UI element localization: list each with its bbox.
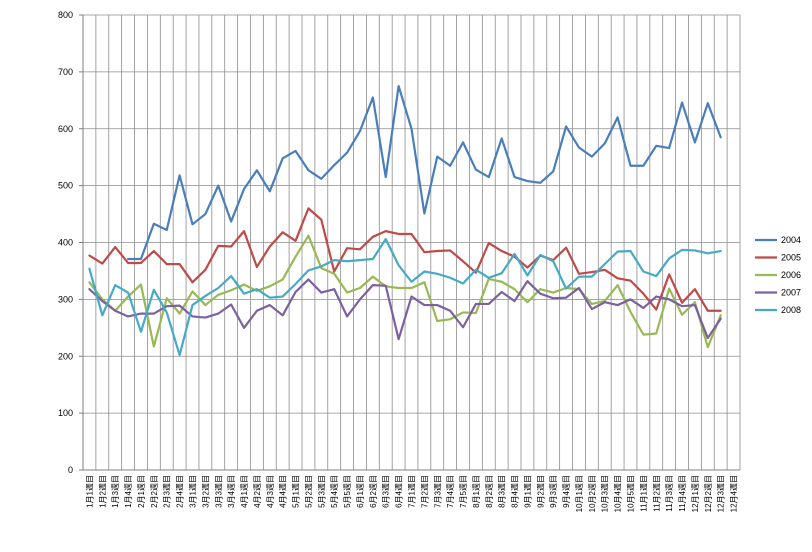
series-line-2006: [88, 234, 722, 349]
x-tick-label: 10月3週目: [601, 475, 610, 512]
x-tick-label: 1月4週目: [124, 475, 133, 508]
x-tick-label: 4月3週目: [266, 475, 275, 508]
y-tick-label: 100: [58, 408, 73, 418]
x-tick-label: 5月5週目: [343, 475, 352, 508]
x-tick-label: 3月2週目: [201, 475, 210, 508]
x-tick-label: 11月2週目: [652, 475, 661, 512]
x-tick-label: 2月3週目: [163, 475, 172, 508]
legend-label-2008: 2008: [781, 305, 801, 315]
series-line-2007: [88, 278, 722, 341]
y-tick-label: 600: [58, 124, 73, 134]
x-tick-label: 12月3週目: [717, 475, 726, 512]
x-tick-label: 7月3週目: [433, 475, 442, 508]
x-tick-label: 8月4週目: [511, 475, 520, 508]
legend: 2004 2005 2006 2007 2008: [755, 235, 801, 315]
legend-label-2006: 2006: [781, 270, 801, 280]
y-tick-label: 200: [58, 351, 73, 361]
x-tick-label: 4月1週目: [240, 475, 249, 508]
x-tick-label: 9月1週目: [523, 475, 532, 508]
y-tick-label: 500: [58, 181, 73, 191]
x-tick-label: 7月5週目: [459, 475, 468, 508]
x-tick-label: 2月2週目: [150, 475, 159, 508]
x-tick-label: 5月4週目: [330, 475, 339, 508]
x-tick-label: 6月3週目: [382, 475, 391, 508]
x-tick-label: 8月2週目: [485, 475, 494, 508]
y-tick-labels: 0 100 200 300 400 500 600 700 800: [58, 10, 73, 475]
x-tick-label: 3月4週目: [227, 475, 236, 508]
axes: [79, 14, 740, 471]
x-tick-label: 1月3週目: [111, 475, 120, 508]
y-tick-label: 300: [58, 294, 73, 304]
x-tick-label: 1月2週目: [98, 475, 107, 508]
legend-label-2004: 2004: [781, 235, 801, 245]
y-tick-label: 0: [68, 465, 73, 475]
y-tick-label: 700: [58, 67, 73, 77]
x-tick-label: 11月3週目: [665, 475, 674, 512]
x-tick-label: 2月1週目: [137, 475, 146, 508]
x-tick-label: 4月4週目: [279, 475, 288, 508]
legend-label-2005: 2005: [781, 253, 801, 263]
x-tick-label: 10月5週目: [627, 475, 636, 512]
x-tick-label: 8月1週目: [472, 475, 481, 508]
y-tick-label: 400: [58, 238, 73, 248]
x-tick-label: 10月4週目: [614, 475, 623, 512]
x-tick-label: 12月2週目: [704, 475, 713, 512]
x-tick-label: 7月1週目: [408, 475, 417, 508]
x-tick-label: 12月1週目: [691, 475, 700, 512]
x-tick-label: 6月4週目: [395, 475, 404, 508]
x-tick-label: 2月4週目: [176, 475, 185, 508]
x-tick-label: 9月2週目: [536, 475, 545, 508]
x-tick-label: 7月2週目: [420, 475, 429, 508]
x-tick-label: 5月2週目: [304, 475, 313, 508]
x-tick-label: 6月1週目: [356, 475, 365, 508]
series-line-2004: [126, 84, 722, 261]
x-tick-label: 8月3週目: [498, 475, 507, 508]
y-tick-label: 800: [58, 10, 73, 20]
x-tick-label: 6月2週目: [369, 475, 378, 508]
x-tick-label: 9月3週目: [549, 475, 558, 508]
grid-lines: [82, 14, 741, 471]
x-tick-label: 11月1週目: [639, 475, 648, 512]
x-tick-label: 12月4週目: [730, 475, 739, 512]
x-tick-label: 10月1週目: [575, 475, 584, 512]
x-tick-labels: 1月1週目 1月2週目 1月3週目 1月4週目 2月1週目 2月2週目 2月3週目 2月4週目…: [85, 475, 738, 512]
legend-label-2007: 2007: [781, 288, 801, 298]
x-tick-label: 3月1週目: [189, 475, 198, 508]
series-lines: [88, 84, 722, 357]
x-tick-label: 9月4週目: [562, 475, 571, 508]
x-tick-label: 11月4週目: [678, 475, 687, 512]
x-tick-label: 5月3週目: [317, 475, 326, 508]
x-tick-label: 5月1週目: [292, 475, 301, 508]
x-tick-label: 7月4週目: [446, 475, 455, 508]
x-tick-label: 1月1週目: [85, 475, 94, 508]
x-tick-label: 4月2週目: [253, 475, 262, 508]
series-line-2005: [88, 207, 722, 312]
x-tick-label: 10月2週目: [588, 475, 597, 512]
x-tick-label: 3月3週目: [214, 475, 223, 508]
series-line-2008: [88, 237, 722, 357]
